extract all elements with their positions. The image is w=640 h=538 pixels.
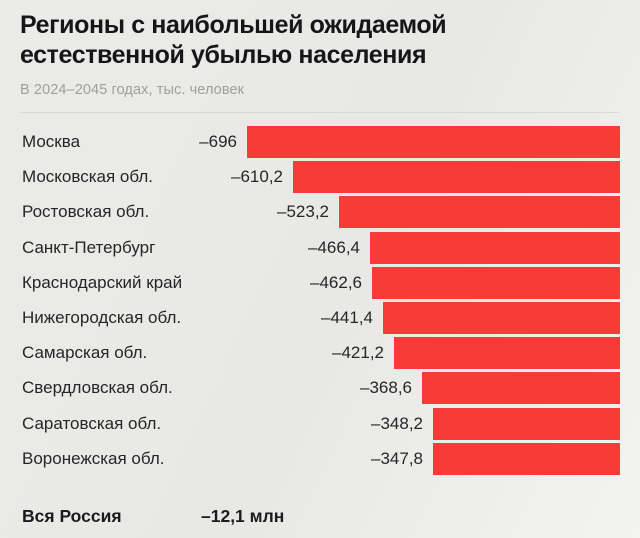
chart-row: Санкт-Петербург –466,4: [0, 231, 640, 264]
bar: [293, 161, 620, 194]
bar: [383, 302, 620, 334]
chart-row: Ростовская обл. –523,2: [0, 196, 640, 229]
total-row: Вся Россия –12,1 млн: [0, 504, 640, 528]
region-label: Краснодарский край: [22, 272, 183, 292]
total-label: Вся Россия: [22, 506, 122, 526]
region-value: –696: [199, 132, 237, 151]
chart-row: Самарская обл. –421,2: [0, 337, 640, 370]
chart-title-line2: естественной убылью населения: [20, 41, 427, 69]
region-label: Москва: [22, 132, 81, 151]
chart-title: Регионы с наибольшей ожидаемой естественн…: [20, 10, 447, 70]
chart-row: Нижегородская обл. –441,4: [0, 302, 640, 334]
bar: [370, 231, 620, 264]
region-label: Свердловская обл.: [22, 378, 173, 398]
bar: [422, 372, 620, 405]
chart-row: Краснодарский край –462,6: [0, 266, 640, 299]
region-value: –441,4: [321, 308, 373, 327]
region-label: Московская обл.: [22, 167, 153, 187]
region-value: –523,2: [277, 202, 329, 222]
bar: [339, 196, 620, 229]
region-value: –348,2: [371, 413, 423, 433]
chart-row: Москва –696: [0, 126, 640, 158]
bar-chart: Москва –696 Московская обл. –610,2 Росто…: [0, 126, 640, 478]
bar: [433, 442, 620, 475]
region-label: Санкт-Петербург: [22, 237, 156, 257]
region-value: –421,2: [332, 343, 384, 363]
bar: [433, 407, 620, 440]
chart-row: Свердловская обл. –368,6: [0, 372, 640, 405]
region-value: –610,2: [231, 167, 283, 187]
chart-row: Саратовская обл. –348,2: [0, 407, 640, 440]
region-value: –462,6: [310, 272, 362, 292]
chart-row: Воронежская обл. –347,8: [0, 442, 640, 475]
bar: [372, 266, 620, 299]
chart-title-line1: Регионы с наибольшей ожидаемой: [20, 11, 447, 39]
divider: [20, 112, 619, 113]
chart-subtitle: В 2024–2045 годах, тыс. человек: [20, 82, 245, 98]
bar: [394, 337, 620, 370]
region-value: –466,4: [308, 237, 360, 257]
region-label: Нижегородская обл.: [22, 308, 182, 327]
chart-row: Московская обл. –610,2: [0, 161, 640, 194]
bar: [247, 126, 620, 158]
region-label: Ростовская обл.: [22, 202, 150, 222]
region-label: Воронежская обл.: [22, 448, 165, 468]
region-value: –368,6: [360, 378, 412, 398]
region-label: Саратовская обл.: [22, 413, 162, 433]
total-value: –12,1 млн: [201, 506, 285, 526]
region-label: Самарская обл.: [22, 343, 148, 363]
region-value: –347,8: [371, 448, 423, 468]
